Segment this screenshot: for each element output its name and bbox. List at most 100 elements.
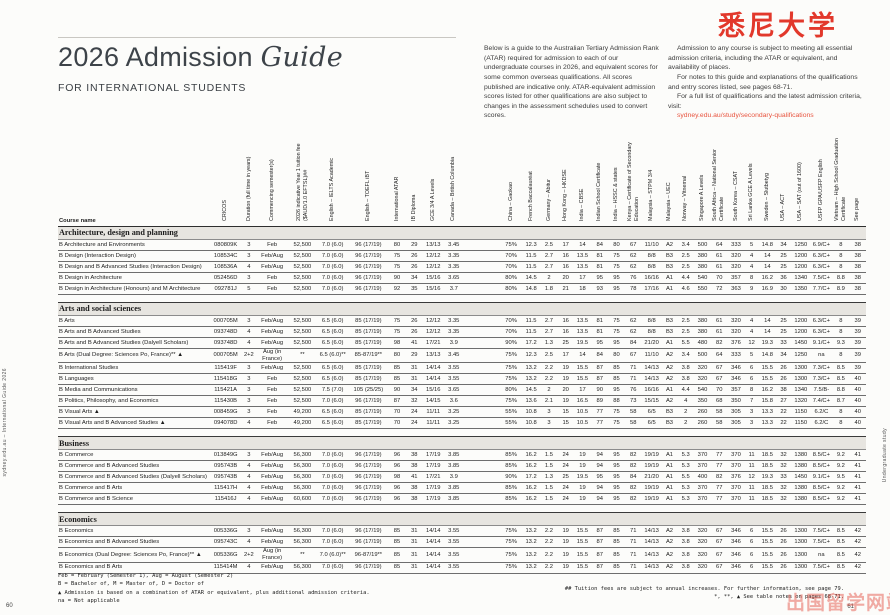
data-cell: 90	[591, 384, 609, 397]
column-header-label: IB Diploma	[410, 194, 417, 221]
data-cell: A1	[661, 384, 678, 397]
column-header-label: South Africa – National Senior Certifica…	[712, 149, 726, 221]
data-cell: 87	[591, 362, 609, 375]
data-cell: 31	[406, 562, 423, 574]
data-cell: 39	[849, 362, 866, 375]
data-cell: 15/15	[641, 395, 662, 408]
data-cell: 42	[849, 562, 866, 574]
table-row: B Arts and B Advanced Studies 093748D 4 Feb…	[58, 326, 866, 338]
data-cell: 320	[727, 261, 745, 273]
data-cell: 2.5	[677, 250, 694, 262]
data-cell: 3.55	[444, 562, 464, 574]
column-header-label: 2026 indicative Year 1 tuition fee ($AUD…	[295, 143, 309, 221]
data-cell: 14/13	[641, 525, 662, 538]
data-cell: 87	[591, 525, 609, 538]
data-cell: 5.3	[677, 460, 694, 473]
data-cell: 15/16	[422, 283, 445, 295]
data-cell: 1250	[791, 348, 811, 364]
data-cell: 370	[727, 460, 745, 473]
data-cell: 4	[241, 326, 256, 338]
data-cell: A1	[661, 482, 678, 495]
data-cell: 68	[711, 395, 728, 408]
data-cell: 3	[540, 406, 558, 419]
data-cell: 13.2	[521, 362, 541, 375]
data-cell: 14/15	[422, 395, 445, 408]
data-cell: 64	[711, 348, 728, 364]
data-cell: 115421A	[209, 384, 242, 397]
data-cell: 3.85	[444, 493, 464, 506]
data-cell: 8.7	[832, 395, 850, 408]
footnote-line: ▲ Admission is based on a combination of…	[58, 589, 370, 596]
data-cell: 20	[557, 272, 574, 284]
data-cell: 77	[711, 460, 728, 473]
data-cell: 52,500	[288, 239, 317, 251]
data-cell: 39	[849, 348, 866, 364]
data-cell: 3.4	[677, 239, 694, 251]
data-cell: 72	[711, 283, 728, 295]
column-header-label: Duration (full time in years)	[245, 156, 252, 221]
data-cell: 6.3/C+	[810, 250, 833, 262]
data-cell: 8.5/C+	[810, 482, 833, 495]
data-cell: 14.5	[521, 384, 541, 397]
data-cell: 75	[387, 250, 407, 262]
course-name-cell: B Arts and B Advanced Studies (Dalyell S…	[58, 337, 210, 349]
data-cell: 75	[608, 406, 625, 419]
data-cell: 34	[775, 239, 792, 251]
secondary-qualifications-link[interactable]: sydney.edu.au/study/secondary-qualificat…	[677, 112, 814, 120]
data-cell: 19	[573, 460, 592, 473]
data-cell: 25	[775, 250, 792, 262]
data-cell: 7.3/C+	[810, 373, 833, 386]
data-cell: 26	[775, 562, 792, 574]
data-cell: 7.0 (6.0)**	[316, 547, 349, 563]
data-cell: 75	[608, 250, 625, 262]
data-cell: 2.1	[540, 395, 558, 408]
data-cell: 77	[711, 482, 728, 495]
data-cell: 38	[406, 460, 423, 473]
data-cell: 10.5	[573, 406, 592, 419]
data-cell: 2.5	[677, 261, 694, 273]
data-cell: 78	[624, 283, 642, 295]
data-cell: 17/21	[422, 337, 445, 349]
course-name-cell: B Commerce and B Arts	[58, 482, 210, 495]
data-cell: 17/19	[422, 449, 445, 462]
data-cell: 6.2/C	[810, 406, 833, 419]
spacer-cell	[463, 395, 501, 408]
column-header: Malaysia – STPM 3/4	[641, 134, 662, 227]
data-cell: 108534C	[209, 250, 242, 262]
data-cell: 95	[608, 493, 625, 506]
data-cell: 58	[624, 417, 642, 430]
data-cell: 14	[758, 315, 776, 327]
spacer-cell	[463, 261, 501, 273]
data-cell: 38	[775, 384, 792, 397]
data-cell: 25	[557, 337, 574, 349]
data-cell: 32	[775, 493, 792, 506]
section-gap-row	[58, 429, 866, 437]
data-cell: 12	[744, 337, 759, 349]
data-cell: 320	[693, 362, 712, 375]
data-cell: A1	[661, 272, 678, 284]
table-row: B Design and B Advanced Studies (Interac…	[58, 261, 866, 273]
data-cell: 1300	[791, 547, 811, 563]
data-cell: 108536A	[209, 261, 242, 273]
data-cell: 7.5/C+	[810, 272, 833, 284]
data-cell: 40	[849, 406, 866, 419]
course-name-cell: B Design (Interaction Design)	[58, 250, 210, 262]
data-cell: 4	[241, 562, 256, 574]
data-cell: 7.4/C+	[810, 395, 833, 408]
column-header: Malaysia – UEC	[661, 134, 678, 227]
data-cell: 3.35	[444, 250, 464, 262]
data-cell: 16/16	[641, 384, 662, 397]
data-cell: 320	[727, 326, 745, 338]
data-cell: 3	[241, 250, 256, 262]
column-header-label: USA – ACT	[780, 193, 787, 221]
data-cell: 18.5	[758, 449, 776, 462]
data-cell: 90	[387, 272, 407, 284]
data-cell: 13.5	[573, 261, 592, 273]
column-header: Singapore A Levels	[693, 134, 712, 227]
data-cell: 85%	[500, 460, 522, 473]
data-cell: 4	[241, 417, 256, 430]
data-cell: 6	[744, 547, 759, 563]
data-cell: 96 (17/19)	[348, 272, 388, 284]
data-cell: 77	[591, 406, 609, 419]
data-cell: 11.5	[521, 315, 541, 327]
